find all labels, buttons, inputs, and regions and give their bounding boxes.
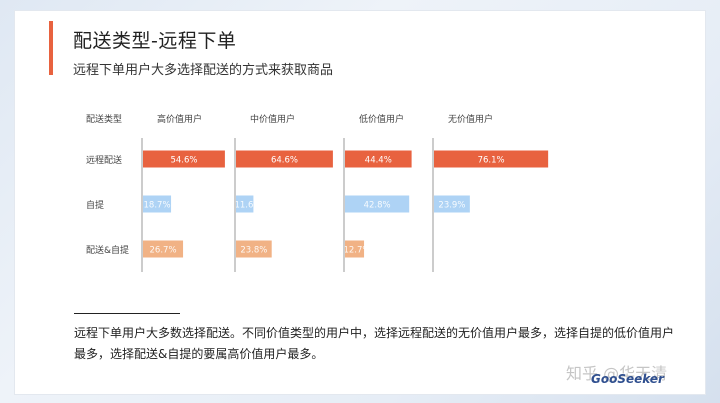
watermark-text: 知乎 @华天清 xyxy=(566,364,668,383)
bar xyxy=(434,150,549,168)
bar xyxy=(143,150,225,168)
page-title: 配送类型-远程下单 xyxy=(73,30,237,52)
bar xyxy=(236,150,333,168)
bar xyxy=(236,240,272,258)
bar xyxy=(236,195,254,213)
footer-summary: 远程下单用户大多数选择配送。不同价值类型的用户中，选择远程配送的无价值用户最多，… xyxy=(74,326,675,361)
title-accent-bar xyxy=(49,21,53,75)
bar xyxy=(143,240,184,258)
category-label: 配送&自提 xyxy=(86,244,129,256)
bar xyxy=(345,240,365,258)
row-header-label: 配送类型 xyxy=(86,113,122,125)
page-subtitle: 远程下单用户大多选择配送的方式来获取商品 xyxy=(73,63,334,78)
footer-divider xyxy=(74,313,180,314)
bar-value-label: 11.6% xyxy=(234,201,261,211)
bar-value-label: 23.9% xyxy=(438,201,465,211)
series-header: 无价值用户 xyxy=(448,113,493,125)
series-header: 低价值用户 xyxy=(359,113,404,125)
bar xyxy=(434,195,470,213)
bar-value-label: 44.4% xyxy=(365,156,392,166)
bar-value-label: 76.1% xyxy=(478,156,505,166)
bar-value-label: 23.8% xyxy=(240,246,267,256)
category-label: 自提 xyxy=(86,199,104,211)
series-header: 中价值用户 xyxy=(250,113,295,125)
category-label: 远程配送 xyxy=(86,154,122,166)
gooseeker-logo: GooSeeker xyxy=(591,372,664,386)
bar xyxy=(143,195,172,213)
bar-value-label: 54.6% xyxy=(170,156,197,166)
series-header: 高价值用户 xyxy=(157,113,202,125)
bar xyxy=(345,195,410,213)
bar xyxy=(345,150,412,168)
bar-value-label: 12.7% xyxy=(343,246,370,256)
bar-value-label: 64.6% xyxy=(271,156,298,166)
bar-value-label: 18.7% xyxy=(144,201,171,211)
bar-value-label: 26.7% xyxy=(150,246,177,256)
bar-value-label: 42.8% xyxy=(364,201,391,211)
